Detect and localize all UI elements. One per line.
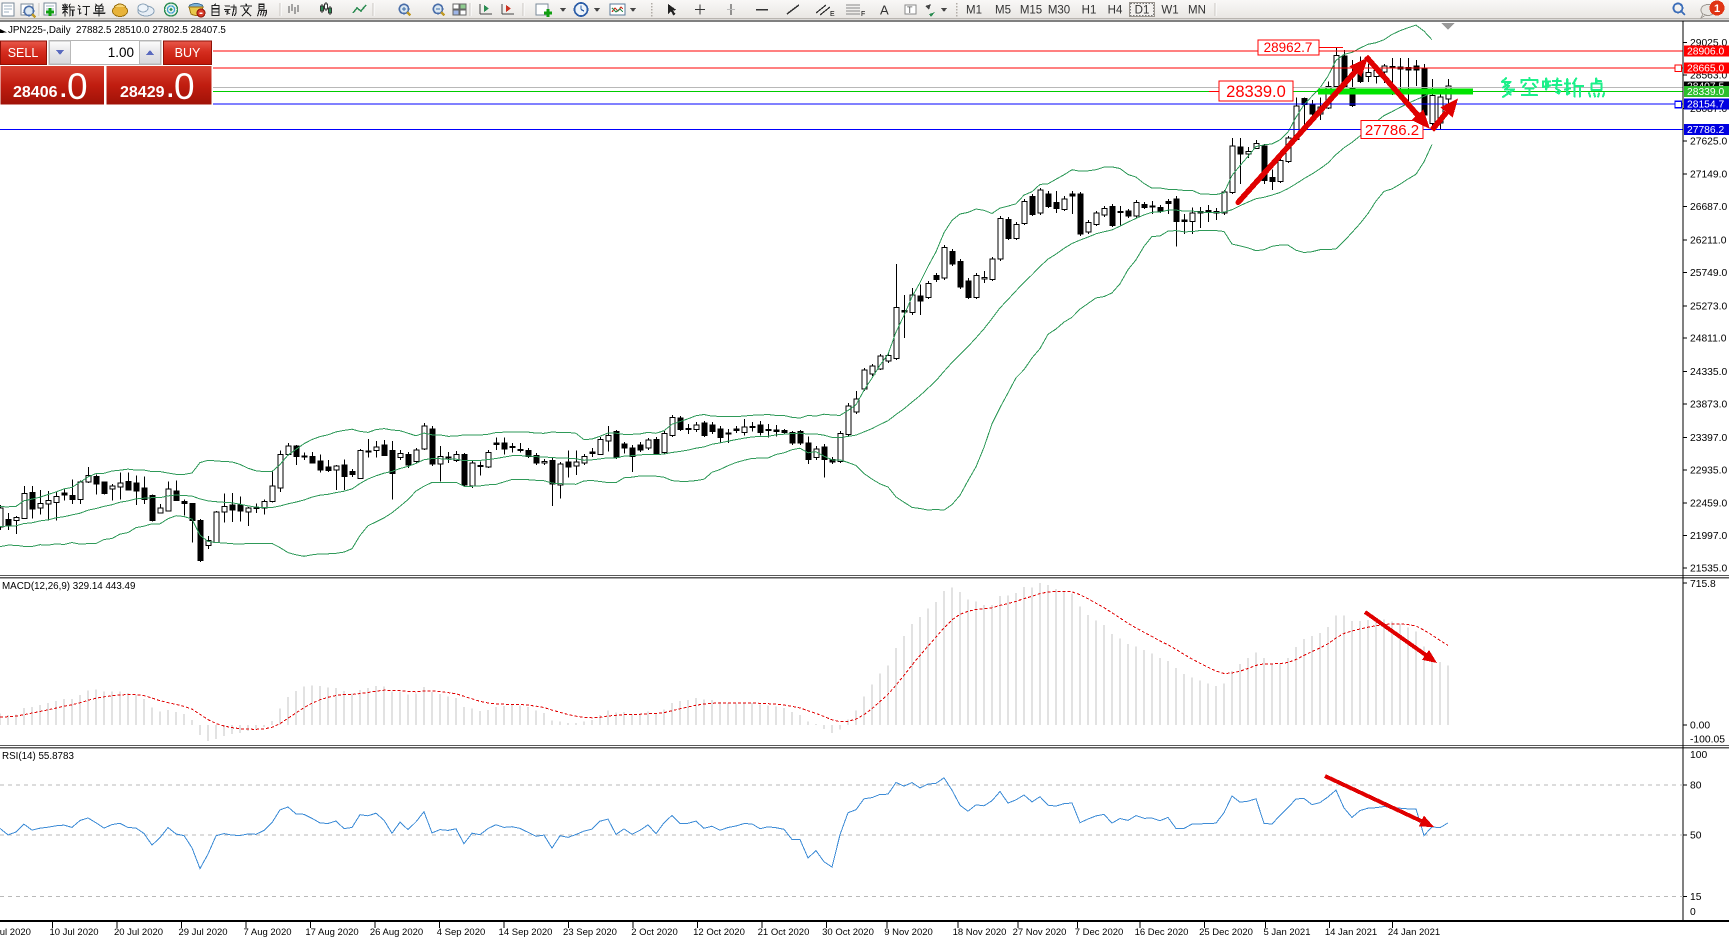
- svg-text:28154.7: 28154.7: [1687, 100, 1724, 111]
- svg-text:28665.0: 28665.0: [1687, 64, 1724, 75]
- svg-text:26 Aug 2020: 26 Aug 2020: [370, 927, 423, 938]
- svg-text:80: 80: [1690, 780, 1702, 791]
- svg-text:7 Dec 2020: 7 Dec 2020: [1075, 927, 1124, 938]
- svg-text:23397.0: 23397.0: [1690, 433, 1727, 444]
- svg-text:12 Oct 2020: 12 Oct 2020: [693, 927, 745, 938]
- svg-text:27625.0: 27625.0: [1690, 136, 1727, 147]
- svg-text:0.00: 0.00: [1690, 721, 1710, 732]
- svg-text:27 Nov 2020: 27 Nov 2020: [1013, 927, 1067, 938]
- svg-text:H4: H4: [1108, 5, 1123, 17]
- svg-text:23 Sep 2020: 23 Sep 2020: [563, 927, 617, 938]
- svg-text:22935.0: 22935.0: [1690, 465, 1727, 476]
- svg-text:H1: H1: [1082, 5, 1097, 17]
- svg-text:1: 1: [1714, 3, 1720, 15]
- svg-text:27786.2: 27786.2: [1687, 125, 1724, 136]
- svg-text:W1: W1: [1161, 5, 1178, 17]
- svg-text:21 Oct 2020: 21 Oct 2020: [758, 927, 810, 938]
- svg-text:29 Jul 2020: 29 Jul 2020: [178, 927, 227, 938]
- svg-text:25 Dec 2020: 25 Dec 2020: [1199, 927, 1253, 938]
- svg-text:7 Aug 2020: 7 Aug 2020: [243, 927, 291, 938]
- svg-text:26687.0: 26687.0: [1690, 202, 1727, 213]
- svg-text:22459.0: 22459.0: [1690, 499, 1727, 510]
- svg-text:SELL: SELL: [8, 46, 39, 60]
- svg-text:20 Jul 2020: 20 Jul 2020: [114, 927, 163, 938]
- svg-text:2 Oct 2020: 2 Oct 2020: [631, 927, 677, 938]
- svg-text:23873.0: 23873.0: [1690, 400, 1727, 411]
- svg-text:18 Nov 2020: 18 Nov 2020: [953, 927, 1007, 938]
- svg-text:MACD(12,26,9) 329.14 443.49: MACD(12,26,9) 329.14 443.49: [2, 581, 135, 592]
- svg-text:M5: M5: [995, 5, 1011, 17]
- svg-text:24335.0: 24335.0: [1690, 367, 1727, 378]
- svg-text:28563.0: 28563.0: [1690, 71, 1727, 82]
- svg-text:D1: D1: [1135, 5, 1150, 17]
- svg-text:28962.7: 28962.7: [1264, 40, 1313, 55]
- svg-text:.: .: [167, 76, 174, 103]
- svg-text:28406: 28406: [13, 84, 58, 101]
- svg-text:10 Jul 2020: 10 Jul 2020: [49, 927, 98, 938]
- svg-text:A: A: [880, 3, 889, 18]
- svg-text:28429: 28429: [120, 84, 165, 101]
- svg-text:25273.0: 25273.0: [1690, 301, 1727, 312]
- svg-text:9 Nov 2020: 9 Nov 2020: [884, 927, 933, 938]
- svg-text:715.8: 715.8: [1690, 579, 1716, 590]
- svg-text:28339.0: 28339.0: [1226, 83, 1286, 101]
- svg-text:T: T: [907, 5, 913, 15]
- svg-text:4 Sep 2020: 4 Sep 2020: [437, 927, 486, 938]
- svg-text:29025.0: 29025.0: [1690, 38, 1727, 49]
- svg-text:0: 0: [67, 66, 88, 107]
- svg-text:0: 0: [1690, 907, 1696, 918]
- svg-text:M15: M15: [1020, 5, 1042, 17]
- svg-text:0: 0: [174, 66, 195, 107]
- svg-text:100: 100: [1690, 750, 1707, 761]
- svg-text:1 Jul 2020: 1 Jul 2020: [0, 927, 31, 938]
- svg-text:F: F: [861, 11, 865, 18]
- svg-text:-100.05: -100.05: [1690, 735, 1725, 746]
- svg-text:5 Jan 2021: 5 Jan 2021: [1263, 927, 1310, 938]
- svg-text:1.00: 1.00: [108, 45, 134, 60]
- svg-text:JPN225-,Daily 27882.5 28510.0: JPN225-,Daily 27882.5 28510.0 27802.5 28…: [8, 25, 226, 36]
- svg-text:14 Sep 2020: 14 Sep 2020: [499, 927, 553, 938]
- svg-text:16 Dec 2020: 16 Dec 2020: [1135, 927, 1189, 938]
- svg-text:24811.0: 24811.0: [1690, 334, 1727, 345]
- svg-text:.: .: [60, 76, 67, 103]
- svg-text:MN: MN: [1188, 5, 1206, 17]
- svg-text:17 Aug 2020: 17 Aug 2020: [305, 927, 358, 938]
- svg-text:27149.0: 27149.0: [1690, 170, 1727, 181]
- svg-text:28906.0: 28906.0: [1687, 46, 1724, 57]
- svg-text:21997.0: 21997.0: [1690, 531, 1727, 542]
- svg-text:E: E: [830, 11, 835, 18]
- svg-text:14 Jan 2021: 14 Jan 2021: [1325, 927, 1377, 938]
- svg-text:M30: M30: [1048, 5, 1070, 17]
- svg-text:26211.0: 26211.0: [1690, 236, 1727, 247]
- svg-text:30 Oct 2020: 30 Oct 2020: [822, 927, 874, 938]
- svg-text:21535.0: 21535.0: [1690, 564, 1727, 575]
- svg-text:50: 50: [1690, 831, 1702, 842]
- svg-text:25749.0: 25749.0: [1690, 268, 1727, 279]
- svg-text:15: 15: [1690, 892, 1702, 903]
- svg-text:28339.0: 28339.0: [1687, 87, 1724, 98]
- svg-text:RSI(14) 55.8783: RSI(14) 55.8783: [2, 751, 74, 762]
- svg-text:24 Jan 2021: 24 Jan 2021: [1388, 927, 1440, 938]
- svg-text:M1: M1: [966, 5, 982, 17]
- svg-text:27786.2: 27786.2: [1365, 122, 1419, 139]
- svg-text:BUY: BUY: [175, 46, 201, 60]
